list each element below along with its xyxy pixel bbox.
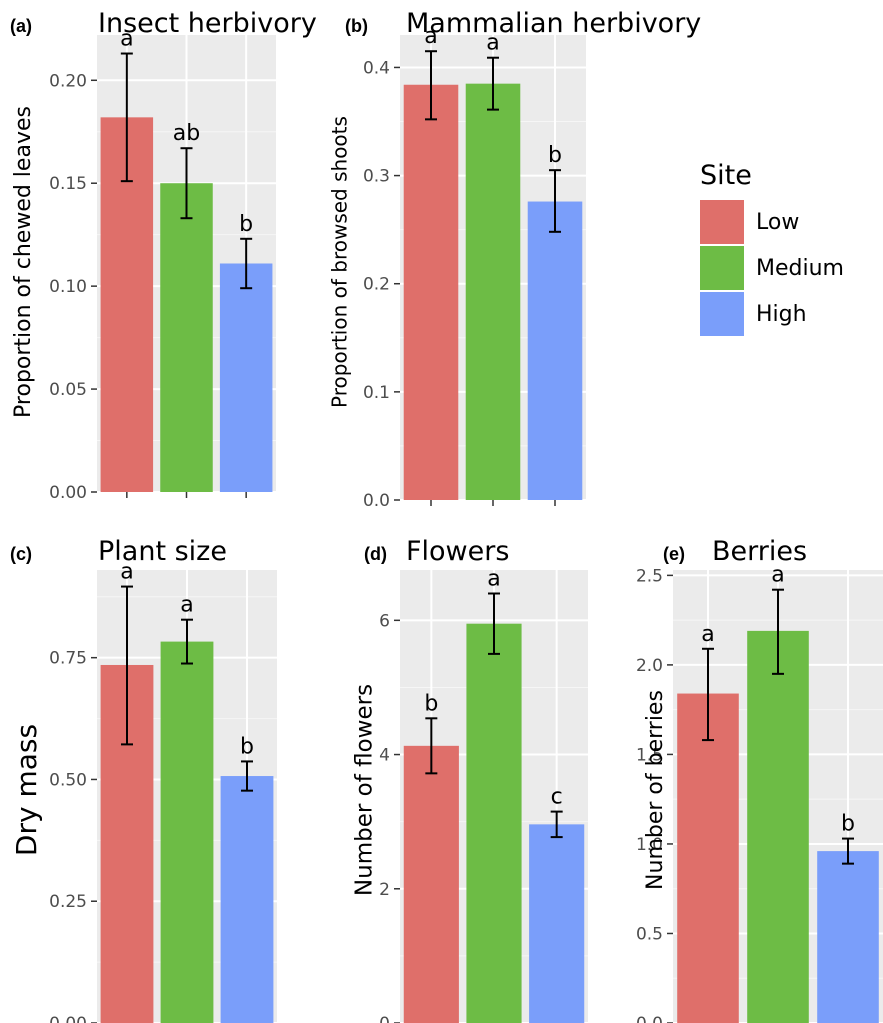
y-axis-label: Proportion of chewed leaves (11, 106, 36, 418)
bar-high (817, 851, 879, 1023)
y-axis-label: Number of berries (643, 690, 668, 890)
significance-letter: b (841, 812, 855, 837)
y-tick-label: 0.4 (363, 58, 390, 78)
y-tick-label: 0 (379, 1014, 390, 1023)
significance-letter: a (771, 563, 784, 588)
panel-title: Berries (712, 536, 807, 567)
y-tick-label: 0.5 (636, 924, 663, 944)
y-tick-label: 0.15 (49, 174, 87, 194)
y-tick-label: 0.25 (49, 892, 87, 912)
bar-high (220, 776, 274, 1023)
panel-e: 0.0 0.5 1.0 1.5 2.0 2.5 a a b (e) Berries Number of… (636, 536, 883, 1023)
y-tick-label: 2.0 (636, 656, 663, 676)
panel-tag: (b) (345, 16, 368, 36)
y-axis-label: Number of flowers (352, 684, 378, 896)
significance-letter: c (551, 785, 563, 810)
y-tick-label: 0.1 (363, 383, 390, 403)
y-tick-label: 0.0 (636, 1014, 663, 1023)
panel-b: 0.0 0.1 0.2 0.3 0.4 a a b (b) Mammalian herbivory… (328, 8, 702, 511)
legend-label-high: High (756, 301, 807, 327)
y-tick-label: 1.0 (636, 835, 663, 855)
y-tick-label: 0.0 (363, 491, 390, 511)
bar-high (219, 263, 273, 492)
bar-low (403, 84, 459, 500)
bar-medium (465, 83, 521, 501)
y-tick-label: 6 (379, 611, 390, 631)
panel-c: 0.00 0.25 0.50 0.75 a a b (c) Plant size Dry mass (10, 536, 277, 1023)
panel-title: Plant size (98, 536, 227, 567)
y-tick-label: 2 (379, 880, 390, 900)
legend-label-low: Low (756, 209, 800, 235)
y-tick-label: 1.5 (636, 745, 663, 765)
legend-label-medium: Medium (756, 255, 844, 281)
significance-letter: b (240, 734, 254, 759)
panel-tag: (a) (10, 16, 32, 36)
significance-letter: a (424, 24, 437, 49)
significance-letter: a (486, 31, 499, 56)
significance-letter: a (701, 622, 714, 647)
y-tick-label: 0.2 (363, 275, 390, 295)
significance-letter: a (180, 593, 193, 618)
panel-tag: (d) (364, 544, 387, 564)
legend: Site Low Medium High (700, 160, 844, 337)
significance-letter: b (424, 691, 438, 716)
y-tick-label: 0.75 (49, 649, 87, 669)
y-tick-label: 0.50 (49, 770, 87, 790)
panel-title: Insect herbivory (98, 8, 317, 39)
legend-swatch-low (700, 200, 744, 244)
significance-letter: a (120, 560, 133, 585)
significance-letter: a (120, 27, 133, 52)
y-tick-label: 0.00 (49, 1014, 87, 1023)
significance-letter: b (239, 212, 253, 237)
legend-item-medium: Medium (700, 245, 844, 291)
bar-low (403, 745, 459, 1023)
legend-item-low: Low (700, 199, 844, 245)
panel-a: 0.00 0.05 0.10 0.15 0.20 a ab b (a) Insect herbiv… (10, 8, 317, 503)
bar-medium (747, 630, 809, 1023)
panel-tag: (c) (10, 544, 32, 564)
bar-high (527, 201, 583, 500)
bar-medium (160, 183, 213, 492)
y-tick-label: 0.20 (49, 71, 87, 91)
panel-d: 0 2 4 6 b a c (d) Flowers Number of flowers (352, 536, 588, 1023)
legend-item-high: High (700, 291, 844, 337)
panel-title: Flowers (406, 536, 509, 567)
panel-title: Mammalian herbivory (406, 8, 701, 39)
panel-tag: (e) (663, 544, 685, 564)
legend-swatch-high (700, 292, 744, 336)
y-tick-label: 0.3 (363, 167, 390, 187)
bar-medium (466, 623, 522, 1023)
y-axis-label: Proportion of browsed shoots (328, 116, 352, 408)
significance-letter: a (487, 566, 500, 591)
y-tick-label: 0.10 (49, 277, 87, 297)
y-tick-label: 0.05 (49, 380, 87, 400)
significance-letter: b (548, 143, 562, 168)
y-tick-label: 2.5 (636, 566, 663, 586)
bar-medium (160, 641, 214, 1023)
significance-letter: ab (173, 121, 200, 146)
bar-high (529, 824, 585, 1023)
bar-low (677, 693, 739, 1023)
legend-swatch-medium (700, 246, 744, 290)
y-tick-label: 0.00 (49, 483, 87, 503)
y-axis-label: Dry mass (10, 724, 43, 856)
y-tick-label: 4 (379, 746, 390, 766)
legend-title: Site (700, 160, 752, 191)
